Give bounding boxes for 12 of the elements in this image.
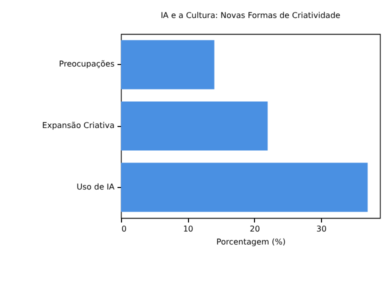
y-tick-label: Preocupações: [59, 60, 114, 69]
x-tick-label: 0: [122, 224, 127, 234]
x-tick-label: 10: [183, 224, 194, 234]
chart-title: IA e a Cultura: Novas Formas de Criatividade: [160, 11, 340, 20]
bar: [121, 101, 268, 151]
x-tick-label: 30: [316, 224, 327, 234]
x-axis-title: Porcentagem (%): [216, 238, 286, 246]
bar: [121, 162, 368, 212]
y-tick-label: Expansão Criativa: [42, 121, 115, 130]
bar: [121, 40, 214, 90]
y-tick-label: Uso de IA: [76, 182, 116, 192]
x-tick-label: 20: [250, 224, 260, 234]
